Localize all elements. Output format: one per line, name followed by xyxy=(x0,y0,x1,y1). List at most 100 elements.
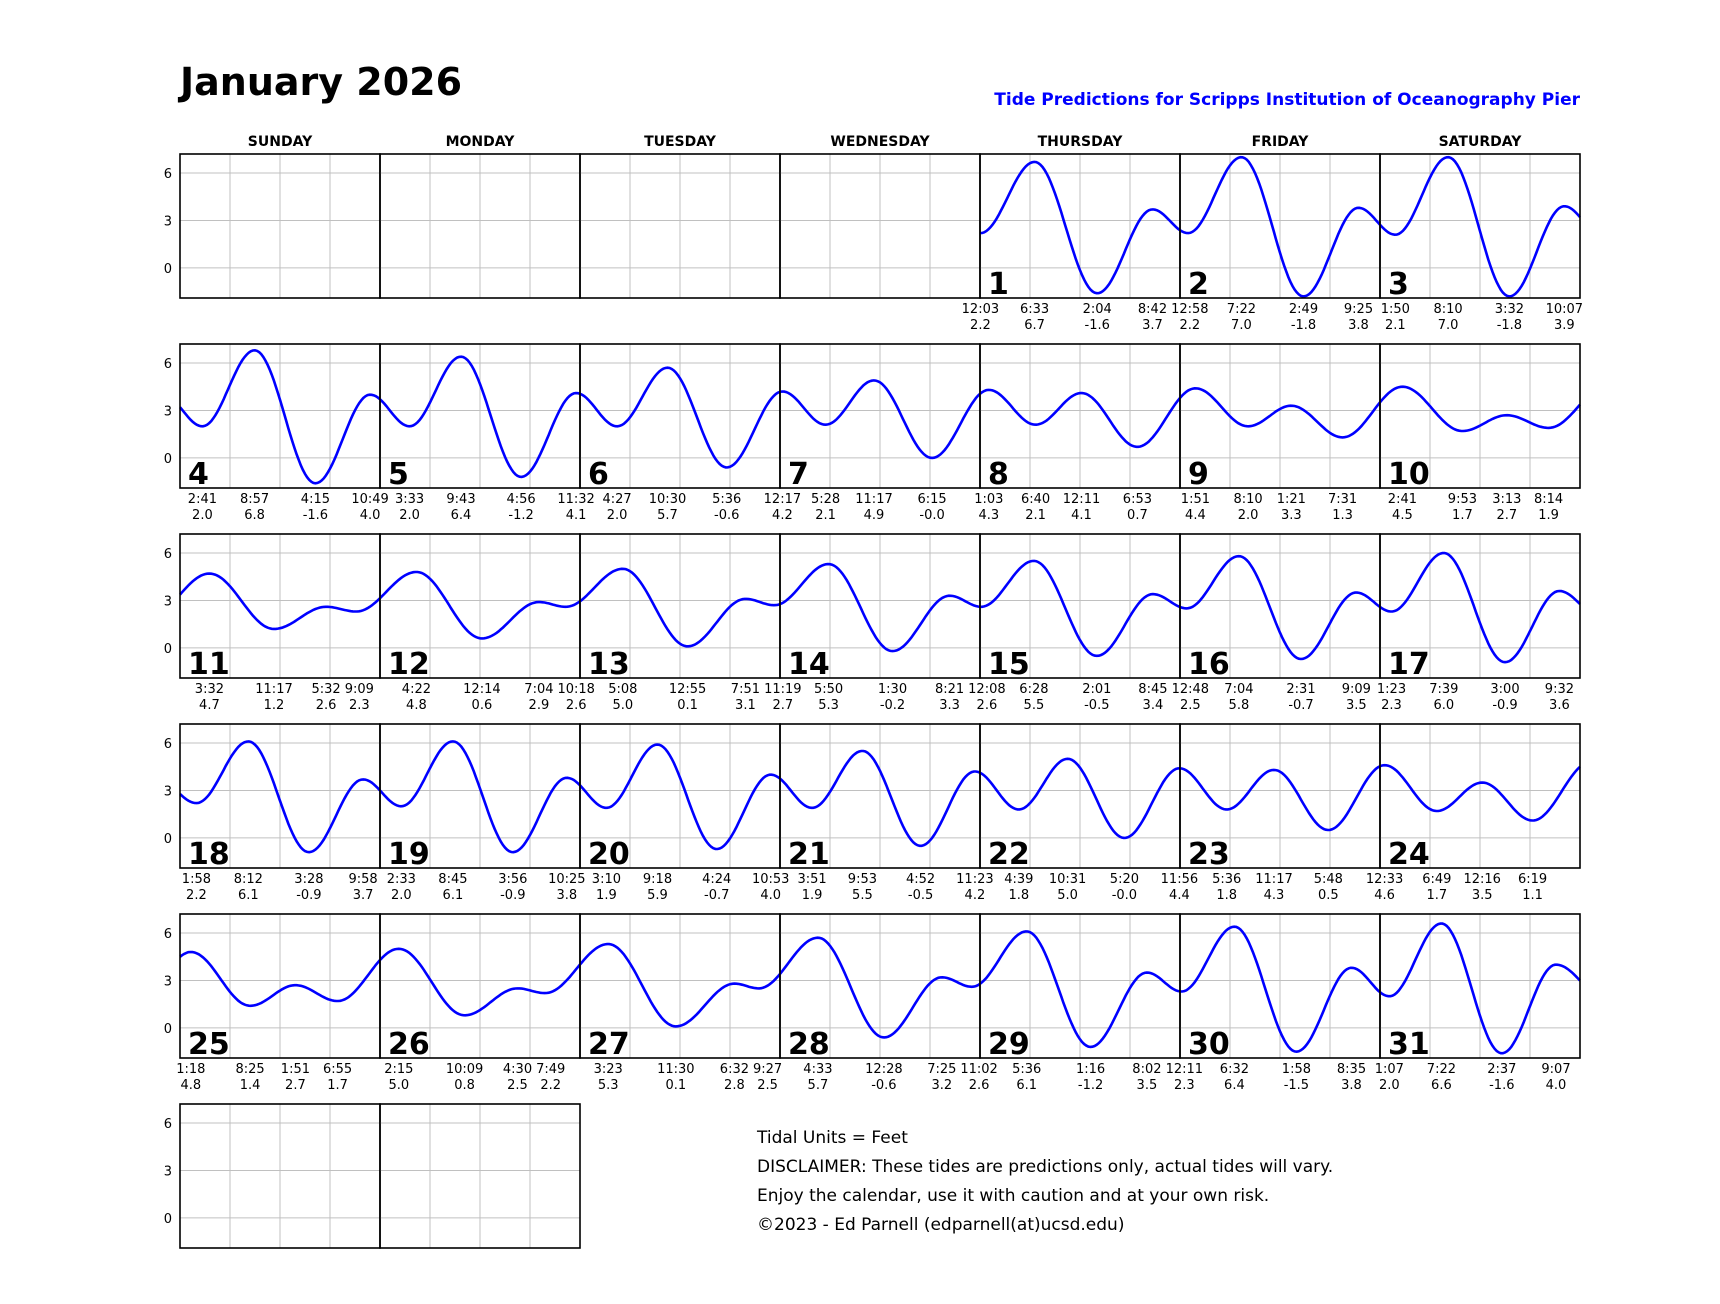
tide-time-label: 11:17 xyxy=(855,492,892,507)
tide-curve xyxy=(379,947,582,1017)
tide-curve xyxy=(1379,155,1581,298)
tide-height-label: 3.7 xyxy=(1142,318,1163,333)
tide-height-label: 3.8 xyxy=(1348,318,1369,333)
y-tick-label: 0 xyxy=(164,1212,172,1227)
tide-height-label: 0.6 xyxy=(472,698,493,713)
tide-height-label: 1.1 xyxy=(1522,888,1543,903)
tide-height-label: 4.8 xyxy=(180,1078,201,1093)
tide-time-label: 10:53 xyxy=(752,872,789,887)
tide-time-label: 3:28 xyxy=(294,872,323,887)
tide-time-label: 10:18 xyxy=(557,682,594,697)
day-number: 26 xyxy=(388,1027,430,1062)
tide-curve xyxy=(1379,551,1581,664)
tide-time-label: 11:02 xyxy=(960,1062,997,1077)
tide-time-label: 6:33 xyxy=(1020,302,1049,317)
day-cell: 12 xyxy=(379,533,581,682)
tide-height-label: 1.2 xyxy=(264,698,285,713)
day-cell: 21 xyxy=(779,723,981,872)
tide-time-label: 2:04 xyxy=(1083,302,1112,317)
day-cell: 31 xyxy=(1379,913,1581,1062)
tide-time-label: 7:31 xyxy=(1328,492,1357,507)
day-number: 1 xyxy=(988,267,1009,302)
tide-time-label: 12:16 xyxy=(1463,872,1500,887)
tide-height-label: 2.7 xyxy=(772,698,793,713)
tide-height-label: -1.5 xyxy=(1284,1078,1309,1093)
tide-height-label: 2.6 xyxy=(977,698,998,713)
day-number: 9 xyxy=(1188,457,1209,492)
tide-time-label: 2:37 xyxy=(1487,1062,1516,1077)
tide-curve xyxy=(1179,925,1381,1054)
weekday-header: SUNDAY xyxy=(248,134,313,150)
tide-height-label: 3.7 xyxy=(353,888,374,903)
tide-height-label: 1.9 xyxy=(596,888,617,903)
tide-height-label: 0.1 xyxy=(665,1078,686,1093)
day-number: 23 xyxy=(1188,837,1230,872)
tide-height-label: -0.9 xyxy=(500,888,525,903)
tide-height-label: 0.8 xyxy=(454,1078,475,1093)
tide-height-label: 2.0 xyxy=(391,888,412,903)
day-number: 19 xyxy=(388,837,430,872)
y-tick-label: 0 xyxy=(164,642,172,657)
tide-time-label: 3:32 xyxy=(195,682,224,697)
weekday-header: FRIDAY xyxy=(1252,134,1310,150)
day-cell: 30 xyxy=(1179,913,1381,1062)
y-tick-label: 6 xyxy=(164,547,172,562)
tide-height-label: 6.1 xyxy=(443,888,464,903)
tide-height-label: 4.0 xyxy=(760,888,781,903)
tide-curve xyxy=(979,930,1181,1049)
tide-time-label: 6:55 xyxy=(323,1062,352,1077)
tide-time-label: 5:36 xyxy=(712,492,741,507)
tide-time-label: 11:30 xyxy=(657,1062,694,1077)
tide-height-label: -0.7 xyxy=(704,888,729,903)
tide-height-label: -1.2 xyxy=(1078,1078,1103,1093)
day-cell: 27 xyxy=(579,913,781,1062)
tide-time-label: 8:35 xyxy=(1337,1062,1366,1077)
day-cell: 23 xyxy=(1179,723,1381,872)
tide-height-label: 2.6 xyxy=(316,698,337,713)
day-cell: 20 xyxy=(579,723,781,872)
tide-height-label: 4.1 xyxy=(1071,508,1092,523)
day-cell xyxy=(179,153,381,299)
tide-height-label: 6.8 xyxy=(244,508,265,523)
tide-time-label: 6:15 xyxy=(917,492,946,507)
tide-curve xyxy=(979,757,1181,840)
y-tick-label: 6 xyxy=(164,1117,172,1132)
tide-time-label: 11:56 xyxy=(1161,872,1198,887)
tide-time-label: 1:21 xyxy=(1277,492,1306,507)
y-tick-label: 6 xyxy=(164,737,172,752)
day-number: 15 xyxy=(988,647,1030,682)
tide-time-label: 10:25 xyxy=(548,872,585,887)
day-cell: 5 xyxy=(379,343,581,492)
tide-height-label: 2.7 xyxy=(285,1078,306,1093)
y-tick-label: 3 xyxy=(164,404,172,419)
tide-height-label: 4.1 xyxy=(566,508,587,523)
tide-time-label: 12:28 xyxy=(865,1062,902,1077)
day-number: 5 xyxy=(388,457,409,492)
tide-height-label: 3.8 xyxy=(556,888,577,903)
tide-height-label: 4.9 xyxy=(864,508,885,523)
tide-time-label: 8:10 xyxy=(1233,492,1262,507)
tide-height-label: 2.0 xyxy=(192,508,213,523)
tide-time-label: 2:15 xyxy=(384,1062,413,1077)
tide-height-label: -0.0 xyxy=(1112,888,1137,903)
tide-time-label: 6:40 xyxy=(1021,492,1050,507)
day-cell xyxy=(579,153,781,299)
day-cell: 14 xyxy=(779,533,981,682)
day-number: 16 xyxy=(1188,647,1230,682)
tide-time-label: 9:53 xyxy=(1448,492,1477,507)
tide-height-label: 3.8 xyxy=(1341,1078,1362,1093)
day-cell: 3 xyxy=(1379,153,1581,302)
tide-curve xyxy=(179,572,381,631)
tide-height-label: 1.8 xyxy=(1216,888,1237,903)
tide-curve xyxy=(179,740,381,854)
tide-height-label: 2.0 xyxy=(607,508,628,523)
y-tick-label: 6 xyxy=(164,167,172,182)
tide-height-label: -0.6 xyxy=(871,1078,896,1093)
tide-height-label: 3.3 xyxy=(939,698,960,713)
tide-height-label: 3.3 xyxy=(1281,508,1302,523)
calendar-title: January 2026 xyxy=(180,60,463,104)
tide-time-label: 1:30 xyxy=(878,682,907,697)
tide-height-label: 5.7 xyxy=(657,508,678,523)
tide-time-label: 12:55 xyxy=(669,682,706,697)
tide-curve xyxy=(579,366,781,469)
